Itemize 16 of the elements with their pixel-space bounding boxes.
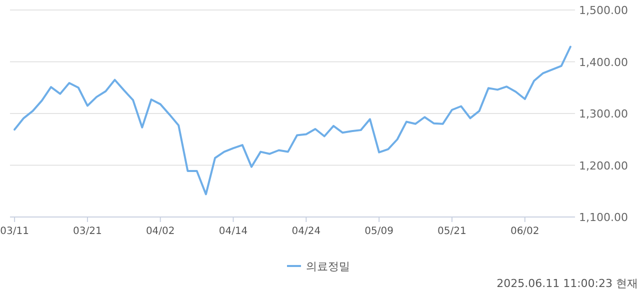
text: 2025.06.11 11:00:23 현재	[496, 277, 638, 290]
y-tick-label: 1,100.00	[579, 211, 628, 224]
x-tick-label: 06/02	[510, 226, 540, 237]
y-tick-label: 1,400.00	[579, 56, 628, 69]
x-tick-label: 04/14	[218, 226, 248, 237]
legend-label: 의료정밀	[306, 260, 350, 273]
y-tick-label: 1,200.00	[579, 159, 628, 172]
line-series	[14, 46, 572, 196]
y-tick-label: 1,300.00	[579, 108, 628, 120]
x-tick-label: 04/02	[146, 226, 175, 237]
x-tick-label: 04/24	[292, 226, 321, 237]
x-tick-label: 03/11	[0, 226, 29, 237]
x-tick-label: 03/21	[73, 226, 102, 237]
x-tick-label: 05/09	[364, 226, 394, 237]
x-tick-label: 05/21	[438, 226, 466, 237]
y-tick-label: 1,500.00	[579, 4, 628, 17]
